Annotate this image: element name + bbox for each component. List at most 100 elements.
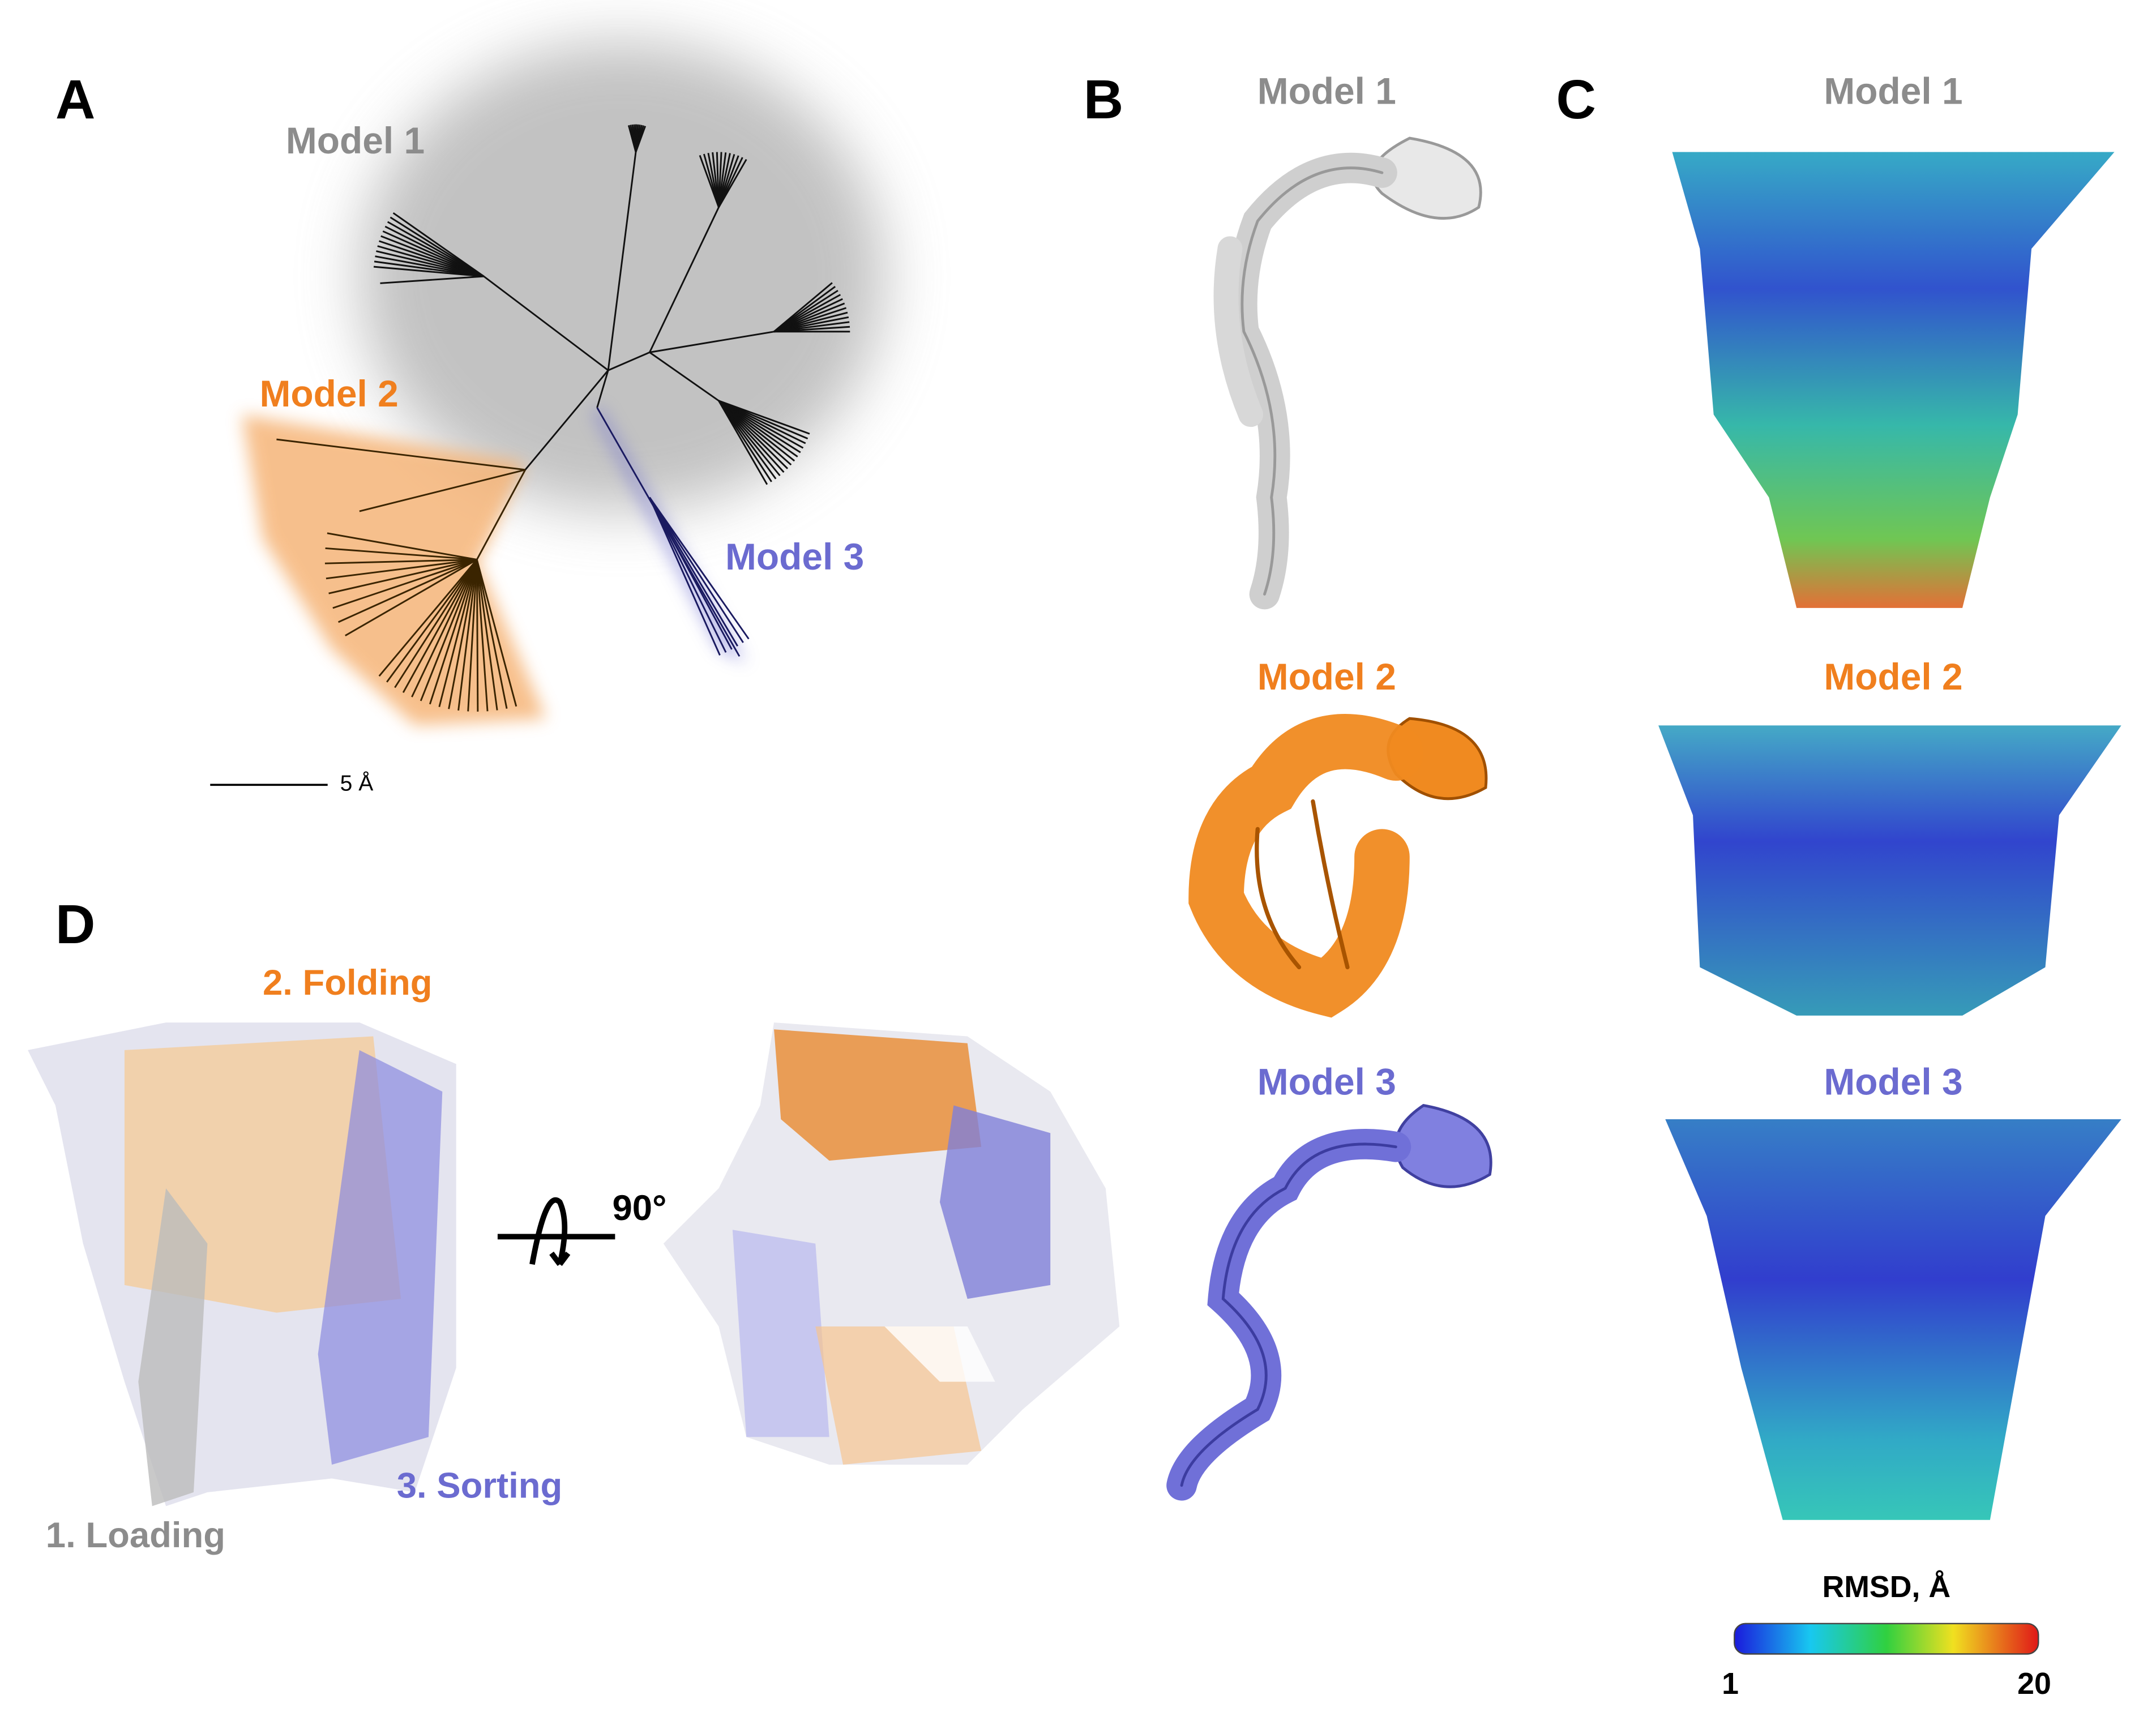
tree-branch (375, 255, 484, 277)
panel-label: B (1084, 69, 1124, 130)
tree-branch (476, 469, 527, 560)
tree-branch (327, 532, 477, 560)
tree-branch (325, 547, 477, 560)
tree-branch (394, 559, 478, 688)
tree-branch (382, 230, 485, 277)
tree-branch (328, 559, 477, 594)
tree-branch (337, 559, 477, 623)
tree-branch (476, 559, 517, 707)
tree-branch (467, 559, 478, 712)
tree-branch (649, 497, 738, 647)
tree (242, 41, 885, 726)
rotation-arrow (497, 1197, 615, 1266)
tree-branch (420, 559, 478, 701)
tree-branch (718, 400, 808, 440)
tree-branch (345, 559, 478, 636)
tree-branch (438, 559, 478, 707)
colorbar (1734, 1623, 2039, 1655)
panel-label: D (55, 893, 95, 955)
tree-branch (402, 559, 478, 693)
tree-branch (326, 559, 477, 580)
tree-branch (649, 207, 720, 353)
tree-branch (392, 212, 485, 277)
tree-branch (718, 400, 777, 480)
tree-branch (649, 497, 727, 653)
tree-branch (324, 559, 477, 564)
tree-branch (718, 400, 798, 457)
tree-branch (387, 221, 485, 277)
structure-model1 (1213, 136, 1482, 610)
tree-branch (649, 497, 721, 656)
tree-branch (483, 275, 609, 371)
tree-branch (718, 400, 810, 435)
tree-branch (386, 559, 478, 683)
complex-side (28, 1022, 456, 1506)
tree-branch (377, 245, 484, 277)
structure-dimer (1665, 1119, 2121, 1520)
model-label: Model 3 (1824, 1060, 1962, 1102)
complex-top (663, 1022, 1120, 1465)
tree-branch (276, 438, 525, 471)
tree-branch (380, 275, 484, 284)
tree-branch (376, 250, 484, 277)
structure-model3 (1166, 1103, 1492, 1501)
tree-branch (457, 559, 478, 711)
tree-branch (374, 260, 484, 277)
tree-branch (429, 559, 478, 705)
tree-branch (635, 126, 647, 152)
colorbar-min: 1 (1722, 1667, 1739, 1701)
tree-branch (649, 497, 733, 650)
tree-label: Model 1 (286, 119, 425, 161)
tree-branch (718, 400, 768, 485)
structure-dimer (1672, 152, 2115, 608)
structure-model2 (1188, 714, 1488, 1018)
tree-branch (476, 559, 479, 712)
colorbar-max: 20 (2017, 1667, 2051, 1701)
tree-branch (718, 400, 785, 473)
tree-branch (359, 469, 526, 512)
tree-label: Model 3 (725, 536, 864, 577)
tree-branch (411, 559, 478, 697)
tree-branch (718, 400, 795, 462)
tree-branch (596, 370, 609, 408)
model-label: Model 2 (1824, 656, 1962, 697)
tree-branch (649, 331, 775, 353)
stage-label: 1. Loading (46, 1516, 225, 1555)
stage-label: 3. Sorting (397, 1466, 563, 1505)
panel-label: C (1556, 69, 1595, 130)
tree-branch (718, 400, 806, 444)
tree-branch (476, 559, 498, 711)
tree-branch (649, 497, 744, 643)
tree-branch (718, 400, 792, 466)
tree-branch (649, 352, 720, 401)
model-label: Model 1 (1257, 70, 1396, 112)
tree-branch (476, 559, 489, 712)
structure-dimer (1658, 725, 2121, 1016)
tree-branch (332, 559, 477, 609)
tree-branch (379, 240, 484, 277)
tree-branch (384, 225, 485, 277)
tree-branch (524, 370, 609, 470)
tree-branch (608, 352, 650, 371)
tree-branch (718, 400, 801, 453)
tree-label: Model 2 (260, 373, 399, 414)
tree-branch (373, 266, 484, 277)
tree-branch (380, 235, 485, 277)
panel-label: A (55, 69, 95, 130)
rotation-label: 90° (612, 1188, 666, 1228)
tree-branch (718, 400, 789, 469)
tree-branch (476, 559, 508, 709)
tree-branch (718, 159, 747, 208)
scale-bar-label: 5 Å (340, 771, 374, 796)
model-label: Model 3 (1257, 1060, 1396, 1102)
tree-branch (448, 559, 478, 709)
tree-branch (378, 559, 478, 677)
tree-branch (718, 400, 804, 449)
model-label: Model 2 (1257, 656, 1396, 697)
tree-branch (718, 400, 772, 482)
stage-label: 2. Folding (263, 963, 433, 1003)
branches (276, 124, 850, 712)
tree-branch (649, 497, 750, 640)
